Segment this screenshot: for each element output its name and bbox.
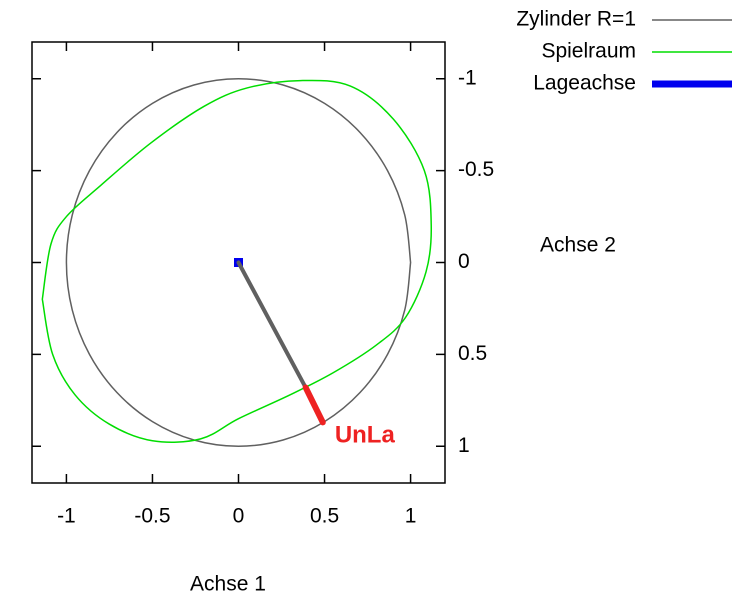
y-tick-label: -1 (458, 66, 477, 89)
line (236, 260, 308, 390)
x-tick-label: -1 (57, 505, 76, 528)
legend-label: Lageachse (533, 72, 636, 95)
y-tick-label: 0.5 (458, 342, 487, 365)
y-tick-label: 1 (458, 434, 470, 457)
y-tick-label: -0.5 (458, 158, 494, 181)
x-axis-label: Achse 1 (190, 573, 266, 596)
y-tick-label: 0 (458, 250, 470, 273)
x-tick-label: -0.5 (134, 505, 170, 528)
x-tick-label: 0.5 (310, 505, 339, 528)
line (302, 384, 326, 426)
annotation: UnLa (335, 422, 396, 449)
legend-label: Spielraum (541, 40, 636, 63)
x-tick-label: 1 (405, 505, 417, 528)
y-axis-label: Achse 2 (540, 234, 616, 257)
legend-label: Zylinder R=1 (516, 8, 636, 31)
x-tick-label: 0 (233, 505, 245, 528)
line (41, 79, 433, 443)
